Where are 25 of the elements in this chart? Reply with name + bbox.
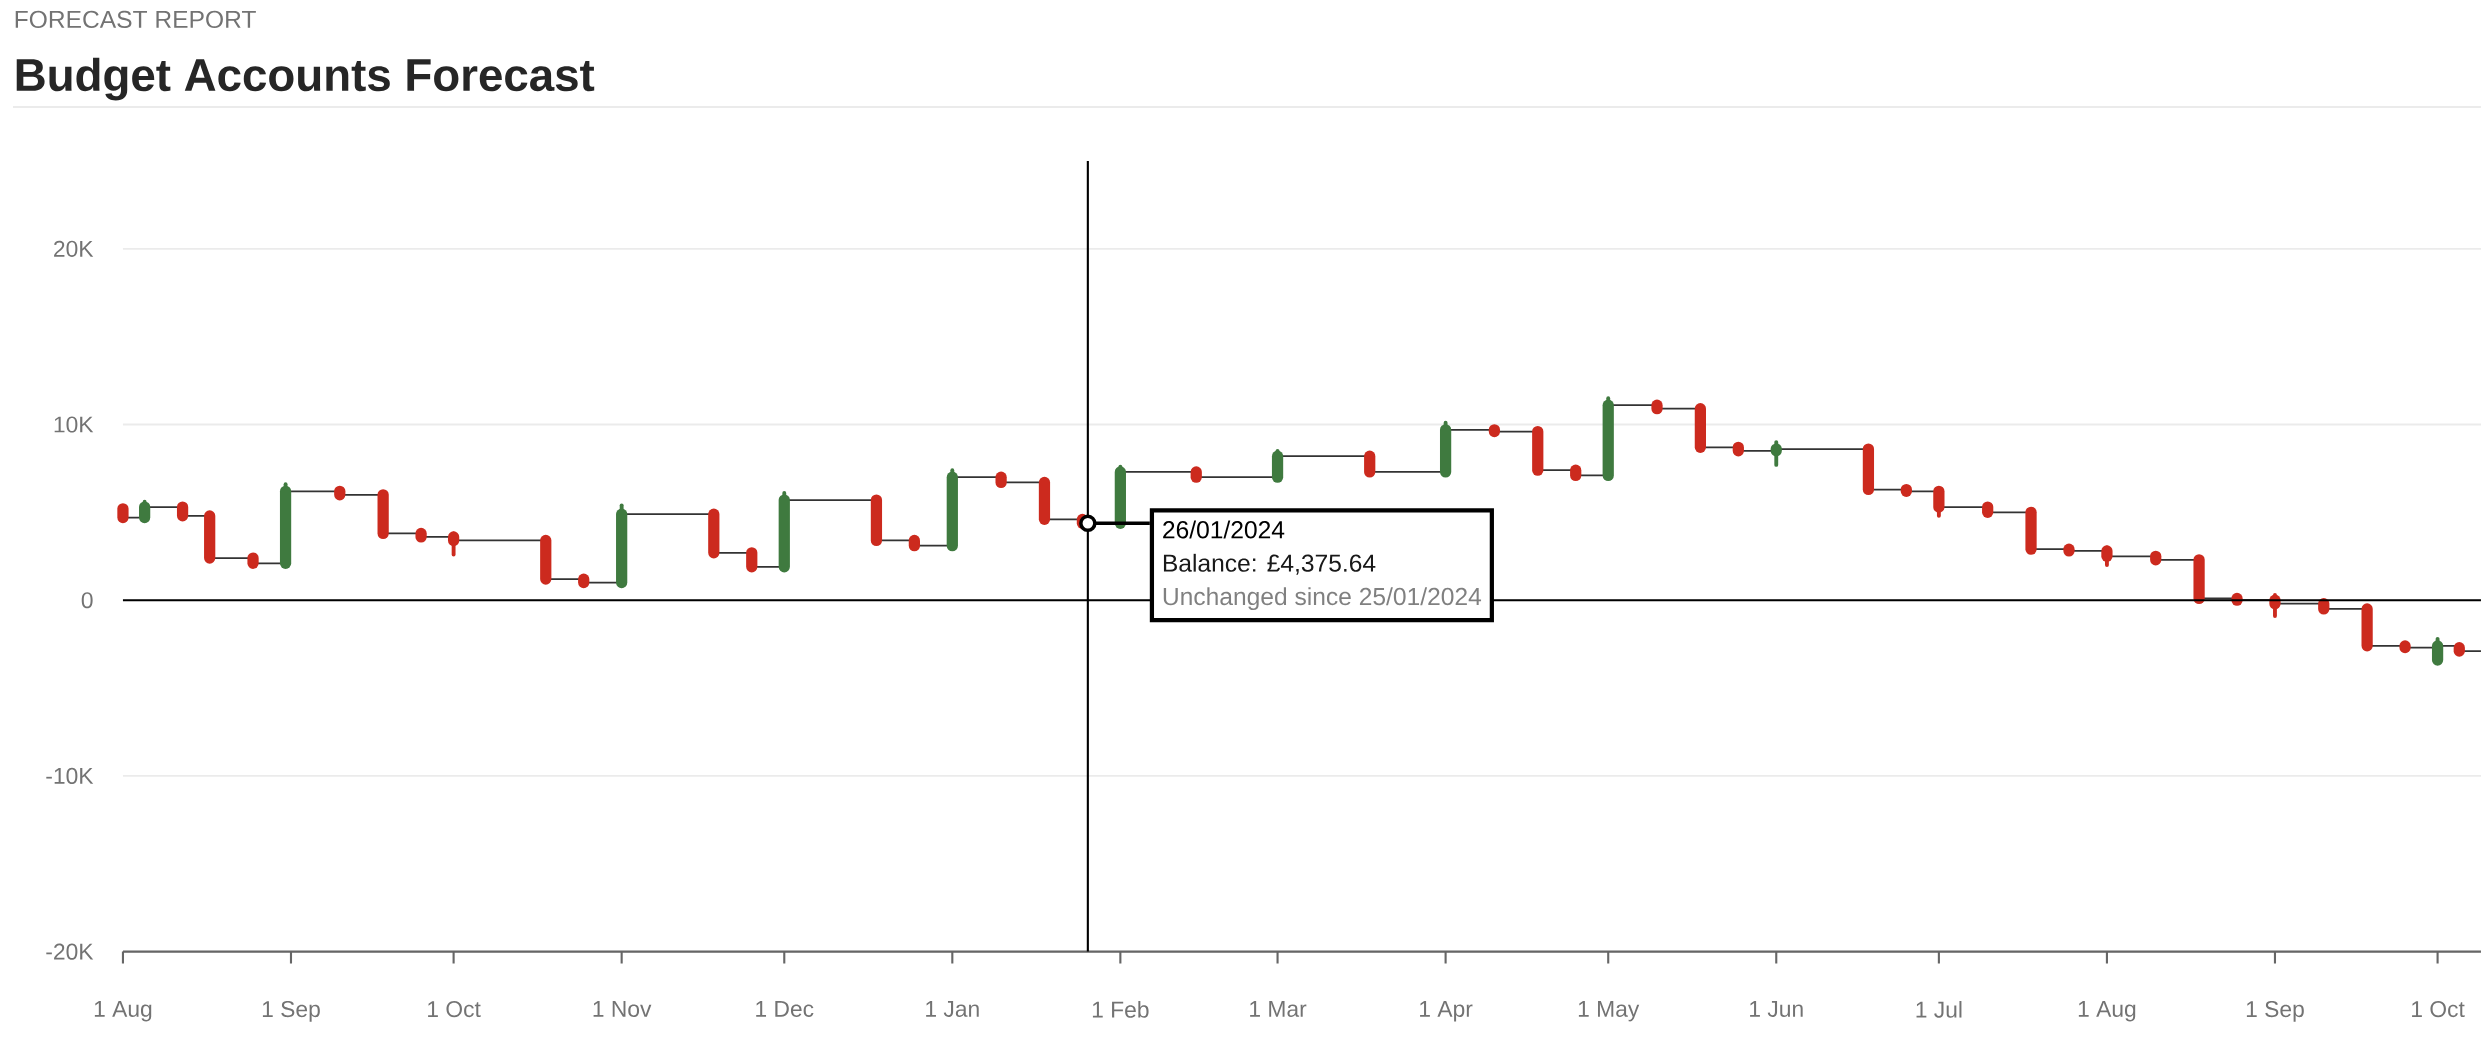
annotation: Unchanged since 25/01/2024 <box>1163 587 1482 611</box>
y-tick-label: 20K <box>54 240 94 258</box>
y-tick-label: 0 <box>81 592 93 609</box>
x-tick-label: 1 Mar <box>1250 1001 1307 1018</box>
y-tick-label: 10K <box>54 416 94 433</box>
x-tick-label: 1 Oct <box>428 1001 481 1018</box>
x-tick-label: 1 Nov <box>593 1001 652 1018</box>
chart-subtitle: FORECAST REPORT <box>15 10 256 29</box>
x-tick-label: 1 Feb <box>1092 1001 1149 1018</box>
x-tick-label: 1 Apr <box>1420 1001 1473 1022</box>
x-tick-label: 1 Sep <box>262 1001 320 1022</box>
chart-title: Budget Accounts Forecast <box>16 57 595 101</box>
y-tick-label: -10K <box>46 768 94 785</box>
x-tick-label: 1 May <box>1578 1001 1640 1022</box>
x-tick-label: 1 Dec <box>756 1001 814 1018</box>
x-tick-label: 1 Aug <box>2078 1001 2136 1022</box>
x-tick-label: 1 Oct <box>2412 1001 2465 1018</box>
annotation: 26/01/2024 <box>1163 520 1285 539</box>
x-tick-label: 1 Aug <box>94 1001 152 1022</box>
x-tick-label: 1 Jan <box>926 1001 979 1018</box>
y-tick-label: -20K <box>46 943 94 960</box>
annotation: Balance: £4,375.64 <box>1163 554 1376 575</box>
x-tick-label: 1 Jun <box>1750 1001 1803 1018</box>
x-tick-label: 1 Jul <box>1916 1001 1962 1018</box>
x-tick-label: 1 Sep <box>2246 1001 2304 1022</box>
